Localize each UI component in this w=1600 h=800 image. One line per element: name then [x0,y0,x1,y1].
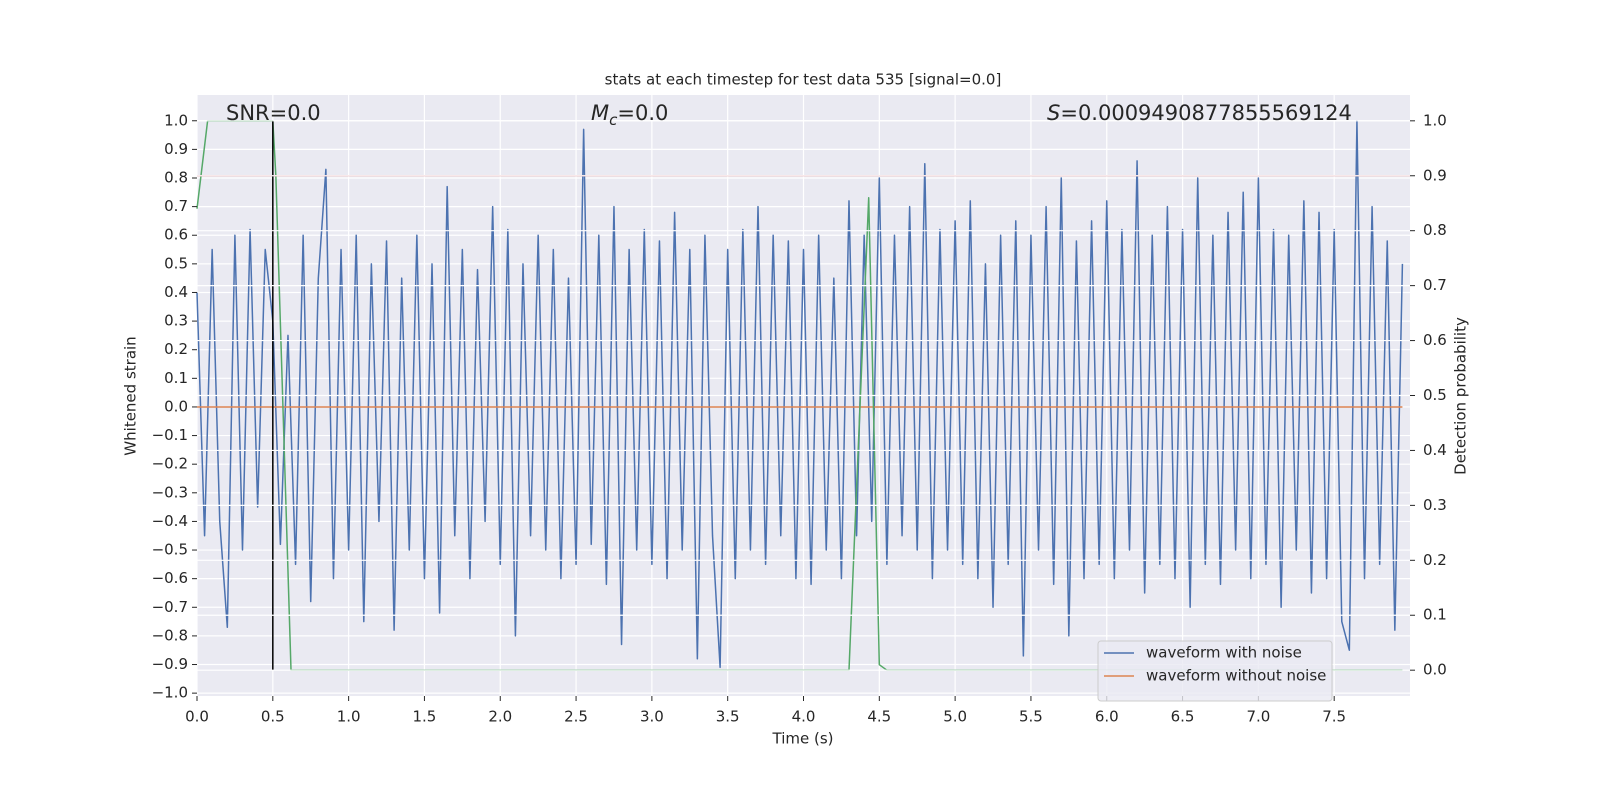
y-tick-label: 0.7 [164,197,188,215]
y-tick-label: 0.9 [164,140,188,158]
x-tick-label: 5.0 [943,708,967,726]
y-tick-label: −0.1 [152,426,188,444]
y-tick-label: −0.4 [152,512,188,530]
annotation: SNR=0.0 [226,101,321,125]
annotation-text: =0.0 [617,101,668,125]
x-tick-label: 3.0 [640,708,664,726]
x-tick-label: 0.0 [185,708,209,726]
y2-tick-label: 0.5 [1423,386,1447,404]
x-tick-label: 1.0 [337,708,361,726]
y2-axis-label: Detection probability [1452,317,1470,475]
y-tick-label: 0.6 [164,226,188,244]
y-tick-label: 0.3 [164,312,188,330]
y-tick-label: 0.8 [164,168,188,186]
y2-tick-label: 0.7 [1423,276,1447,294]
y-axis-label: Whitened strain [122,336,140,455]
y-tick-label: 0.1 [164,369,188,387]
annotation-subscript: c [609,111,618,129]
y-tick-label: −0.8 [152,626,188,644]
x-tick-label: 2.5 [564,708,588,726]
y-tick-label: 0.4 [164,283,188,301]
y-tick-label: 0.5 [164,254,188,272]
x-tick-label: 4.5 [867,708,891,726]
y-tick-label: −0.9 [152,655,188,673]
annotation-text: =0.0009490877855569124 [1060,101,1352,125]
x-tick-label: 4.0 [792,708,816,726]
legend-box [1097,640,1333,702]
y2-tick-label: 1.0 [1423,111,1447,129]
y-tick-label: 1.0 [164,111,188,129]
x-tick-label: 2.0 [488,708,512,726]
x-tick-label: 5.5 [1019,708,1043,726]
y-tick-label: 0.0 [164,397,188,415]
y-tick-label: −0.7 [152,598,188,616]
legend-label: waveform with noise [1146,644,1302,662]
y-tick-label: −0.6 [152,569,188,587]
y2-tick-label: 0.3 [1423,496,1447,514]
annotation-symbol: S [1047,101,1060,125]
x-tick-label: 6.5 [1171,708,1195,726]
labels: 0.0 0.5 1.0 1.5 2.0 2.5 3.0 3.5 4.0 4.5 5.0 5.5 6.0 6… [152,101,1447,726]
annotation: S=0.0009490877855569124 [1047,101,1352,125]
y2-tick-label: 0.1 [1423,606,1447,624]
x-tick-label: 3.5 [716,708,740,726]
y-tick-label: −0.2 [152,455,188,473]
y-tick-label: −0.3 [152,483,188,501]
series-line [196,120,1404,669]
y2-tick-label: 0.8 [1423,221,1447,239]
y2-tick-label: 0.6 [1423,331,1447,349]
y2-tick-label: 0.0 [1423,661,1447,679]
annotation-symbol: M [591,101,609,125]
x-axis-label: Time (s) [772,730,834,748]
x-tick-label: 7.5 [1322,708,1346,726]
chart-title: stats at each timestep for test data 535… [605,71,1002,89]
x-tick-label: 6.0 [1095,708,1119,726]
y2-tick-label: 0.9 [1423,166,1447,184]
x-tick-label: 7.0 [1246,708,1270,726]
annotation: Mc=0.0 [591,101,668,129]
annotation-text: SNR=0.0 [226,101,321,125]
x-tick-label: 0.5 [261,708,285,726]
y-tick-label: 0.2 [164,340,188,358]
x-tick-label: 1.5 [413,708,437,726]
y2-tick-label: 0.4 [1423,441,1447,459]
legend-label: waveform without noise [1146,667,1326,685]
y-tick-label: −1.0 [152,684,188,702]
y2-tick-label: 0.2 [1423,551,1447,569]
y-tick-label: −0.5 [152,541,188,559]
